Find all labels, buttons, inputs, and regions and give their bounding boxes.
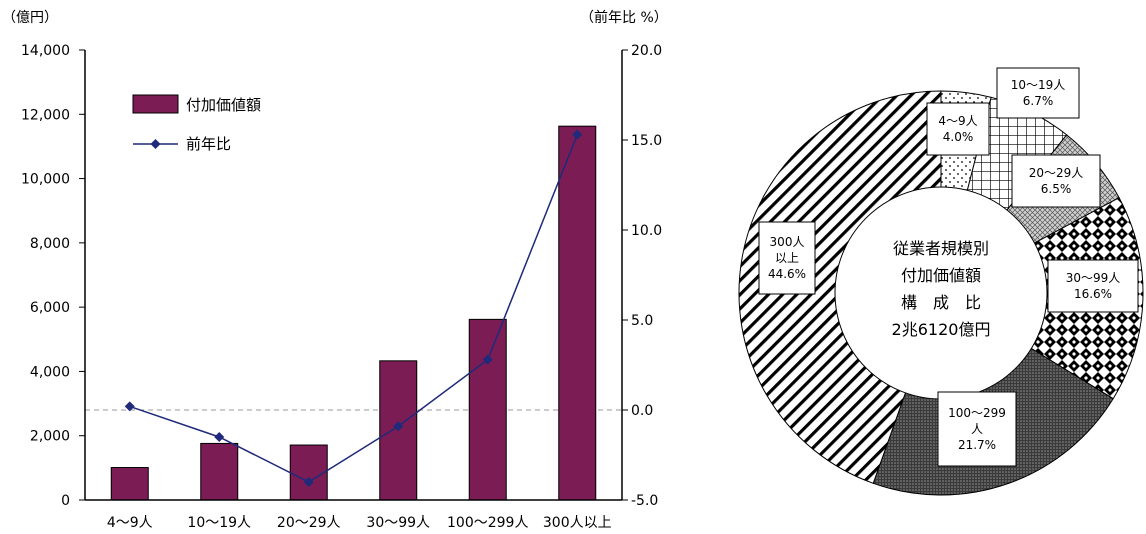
right-axis-unit: （前年比 %） (580, 9, 668, 26)
left-axis-ticks: 0 2,000 4,000 6,000 8,000 10,000 12,000 14,000 (21, 43, 85, 509)
x-tick-label: 10～19人 (187, 515, 251, 531)
left-tick-label: 0 (61, 493, 70, 509)
bar (110, 467, 149, 501)
legend: 付加価値額 前年比 (132, 94, 261, 153)
donut-label-text: 4.0% (943, 130, 974, 144)
line-point (214, 432, 225, 442)
donut-label-text: 10～19人 (1011, 78, 1066, 92)
right-axis-ticks: -5.0 0.0 5.0 10.0 15.0 20.0 (622, 43, 662, 509)
donut-label-box (1011, 154, 1101, 208)
bar (200, 442, 239, 501)
donut-label-box (996, 67, 1080, 119)
donut-label-text: 20～29人 (1029, 166, 1084, 180)
donut-label-text: 21.7% (958, 438, 996, 452)
bar-line-chart: （億円） （前年比 %） 0 2,000 4,000 6,000 8,000 10,000… (2, 9, 668, 531)
center-line-4: 2兆6120億円 (892, 320, 991, 339)
donut-label-text: 16.6% (1074, 287, 1112, 301)
right-tick-label: 0.0 (631, 403, 653, 419)
x-tick-label: 4～9人 (107, 515, 153, 531)
center-line-2: 付加価値額 (901, 266, 981, 285)
donut-labels: 4～9人 4.0% 10～19人 6.7% 20～29人 6.5% 30～99人 16.6% 1… (758, 67, 1139, 467)
donut-label-box (758, 221, 816, 295)
donut-label-text: 30～99人 (1066, 271, 1121, 285)
left-tick-label: 8,000 (30, 236, 70, 252)
line-point (303, 477, 314, 487)
donut-label-text: 人 (971, 422, 983, 436)
donut-label-text: 100～299 (948, 406, 1006, 420)
legend-label-bar: 付加価値額 (186, 96, 261, 114)
center-line-1: 従業者規模別 (893, 239, 989, 258)
donut-label-box (937, 391, 1017, 467)
donut-label-box (1047, 259, 1139, 313)
right-tick-label: -5.0 (631, 493, 658, 509)
x-tick-label: 30～99人 (366, 515, 430, 531)
right-tick-label: 15.0 (631, 133, 662, 149)
left-tick-label: 2,000 (30, 429, 70, 445)
left-tick-label: 4,000 (30, 364, 70, 380)
line-path (129, 134, 578, 483)
legend-label-line: 前年比 (186, 135, 231, 153)
center-line-3: 構 成 比 (901, 293, 981, 312)
line-point (124, 401, 135, 412)
right-tick-label: 20.0 (631, 43, 662, 59)
donut-label-text: 4～9人 (938, 114, 977, 128)
donut-chart: 従業者規模別 付加価値額 構 成 比 2兆6120億円 4～9人 4.0% 10～1… (738, 67, 1144, 496)
right-tick-label: 10.0 (631, 223, 662, 239)
donut-label-text: 6.7% (1023, 94, 1054, 108)
bar-series (110, 125, 597, 501)
left-tick-label: 10,000 (21, 172, 70, 188)
left-tick-label: 14,000 (21, 43, 70, 59)
line-series (124, 129, 583, 487)
right-tick-label: 5.0 (631, 313, 653, 329)
donut-label-text: 44.6% (768, 267, 806, 281)
x-tick-label: 20～29人 (277, 515, 341, 531)
donut-label-text: 6.5% (1041, 182, 1072, 196)
line-point (572, 129, 583, 140)
x-tick-label: 300人以上 (543, 515, 612, 531)
bar (558, 125, 597, 501)
donut-label-text: 300人 (770, 235, 805, 249)
donut-center-text: 従業者規模別 付加価値額 構 成 比 2兆6120億円 (892, 239, 991, 339)
legend-swatch-marker (150, 139, 161, 149)
x-axis-labels: 4～9人 10～19人 20～29人 30～99人 100～299人 300人以上 (107, 515, 612, 531)
bar (289, 444, 328, 501)
bar (468, 318, 507, 501)
legend-swatch-bar (132, 94, 179, 114)
x-tick-label: 100～299人 (447, 515, 528, 531)
left-axis-unit: （億円） (2, 10, 58, 26)
donut-label-box (926, 102, 990, 156)
left-tick-label: 6,000 (30, 300, 70, 316)
donut-label-text: 以上 (775, 251, 799, 265)
line-point (482, 354, 493, 365)
line-point (393, 421, 404, 432)
left-tick-label: 12,000 (21, 107, 70, 123)
